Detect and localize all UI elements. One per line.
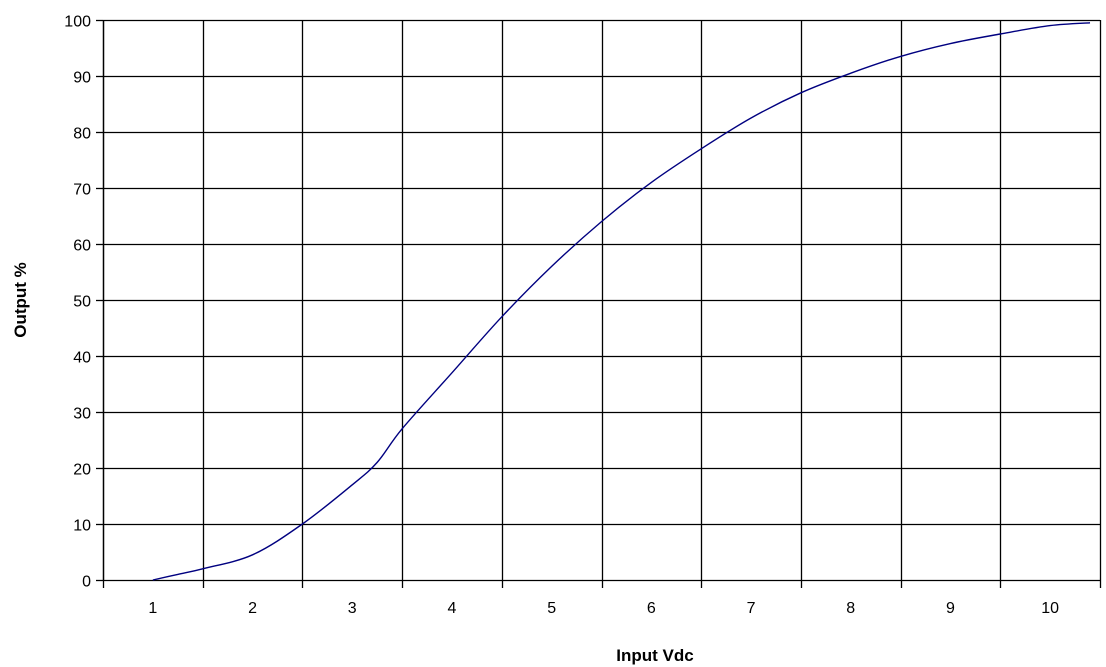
- x-tick-label: 2: [248, 600, 257, 617]
- x-tick-label: 9: [946, 600, 955, 617]
- y-tick-label: 80: [73, 126, 91, 143]
- y-tick-label: 20: [73, 462, 91, 479]
- x-tick-label: 3: [348, 600, 357, 617]
- y-tick-labels: 0 10 20 30 40 50 60 70 80 90 100: [64, 14, 91, 591]
- x-tick-label: 5: [547, 600, 556, 617]
- x-tick-label: 10: [1041, 600, 1059, 617]
- y-tick-label: 90: [73, 70, 91, 87]
- gridlines: [102, 19, 1102, 580]
- x-axis-title: Input Vdc: [616, 646, 693, 665]
- x-tick-label: 7: [747, 600, 756, 617]
- x-tick-labels: 1 2 3 4 5 6 7 8 9 10: [148, 600, 1059, 617]
- x-tick-label: 8: [846, 600, 855, 617]
- y-tick-label: 30: [73, 406, 91, 423]
- y-tick-label: 100: [64, 14, 91, 31]
- series-layer: [152, 22, 1091, 581]
- y-tick-label: 40: [73, 350, 91, 367]
- y-tick-label: 50: [73, 294, 91, 311]
- y-tick-label: 60: [73, 238, 91, 255]
- series-line: [152, 22, 1091, 581]
- y-tick-label: 70: [73, 182, 91, 199]
- y-axis-title: Output %: [11, 262, 30, 338]
- y-tick-label: 10: [73, 518, 91, 535]
- x-tick-label: 6: [647, 600, 656, 617]
- x-tick-label: 1: [148, 600, 157, 617]
- axes: [96, 19, 1102, 588]
- x-tick-label: 4: [447, 600, 456, 617]
- y-tick-label: 0: [82, 574, 91, 591]
